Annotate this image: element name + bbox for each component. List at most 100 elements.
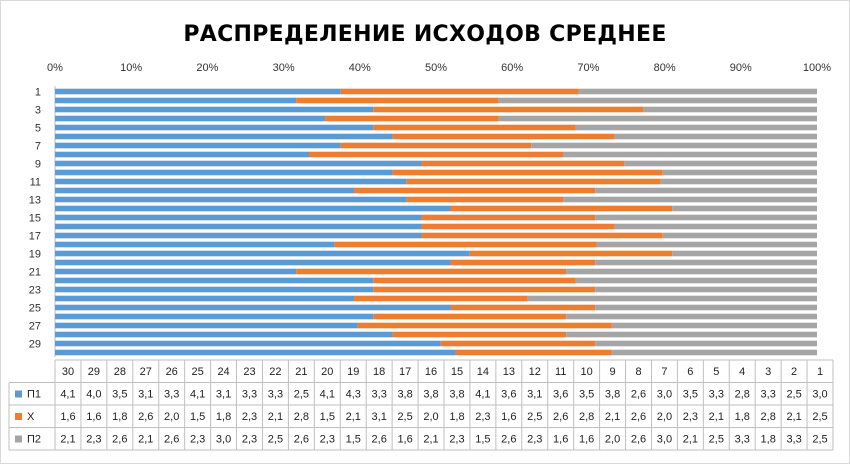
table-value-cell: 4,0 — [86, 389, 101, 401]
table-value-cell: 4,1 — [60, 389, 75, 401]
bar-segment-П1-16 — [55, 223, 422, 230]
table-value-cell: 4,1 — [320, 389, 335, 401]
bar-segment-П2-23 — [595, 286, 817, 293]
bar-segment-П1-21 — [55, 268, 297, 275]
bar-segment-П1-22 — [55, 277, 374, 284]
table-header-cell: 27 — [140, 366, 152, 378]
bar-segment-Х-22 — [373, 277, 576, 284]
bar-segment-П1-26 — [55, 313, 374, 320]
table-value-cell: 1,6 — [579, 434, 594, 446]
y-tick-label: 5 — [35, 123, 41, 135]
table-value-cell: 3,8 — [449, 389, 464, 401]
table-value-cell: 3,1 — [527, 389, 542, 401]
table-header-cell: 7 — [661, 366, 667, 378]
table-header-cell: 26 — [166, 366, 178, 378]
bar-segment-Х-13 — [406, 196, 563, 203]
table-value-cell: 2,3 — [320, 434, 335, 446]
x-tick-label: 0% — [47, 62, 63, 74]
table-value-cell: 2,6 — [501, 434, 516, 446]
bar-segment-П1-2 — [55, 97, 297, 104]
table-value-cell: 2,6 — [631, 434, 646, 446]
bar-segment-П1-4 — [55, 115, 326, 122]
table-value-cell: 4,3 — [346, 389, 361, 401]
table-value-cell: 2,6 — [631, 411, 646, 423]
y-tick-label: 15 — [29, 213, 41, 225]
y-tick-label: 13 — [29, 195, 41, 207]
table-value-cell: 1,8 — [449, 411, 464, 423]
bar-segment-Х-19 — [469, 250, 673, 257]
table-value-cell: 3,3 — [761, 389, 776, 401]
bar-segment-Х-21 — [296, 268, 567, 275]
bar-segment-П2-19 — [672, 250, 817, 257]
bar-segment-П2-17 — [662, 232, 817, 239]
table-value-cell: 3,5 — [683, 389, 698, 401]
table-value-cell: 3,6 — [553, 389, 568, 401]
legend-label: П1 — [27, 389, 41, 401]
table-value-cell: 2,8 — [761, 411, 776, 423]
bar-segment-П2-25 — [595, 304, 817, 311]
table-value-cell: 2,3 — [475, 411, 490, 423]
table-value-cell: 2,3 — [86, 434, 101, 446]
table-value-cell: 1,6 — [501, 411, 516, 423]
bar-segment-Х-2 — [296, 97, 499, 104]
table-header-cell: 25 — [192, 366, 204, 378]
bar-segment-П1-7 — [55, 142, 341, 149]
table-value-cell: 2,5 — [527, 411, 542, 423]
bar-segment-Х-5 — [373, 124, 576, 131]
bar-segment-П1-20 — [55, 259, 451, 266]
x-tick-label: 40% — [349, 62, 371, 74]
bar-segment-П2-24 — [527, 295, 817, 302]
bar-segment-П2-9 — [624, 160, 817, 167]
bar-segment-П1-8 — [55, 151, 309, 158]
bar-segment-П1-13 — [55, 196, 407, 203]
bar-segment-Х-20 — [450, 259, 596, 266]
table-value-cell: 2,5 — [812, 434, 827, 446]
table-header-cell: 9 — [610, 366, 616, 378]
table-header-cell: 19 — [347, 366, 359, 378]
table-header-cell: 29 — [88, 366, 100, 378]
table-value-cell: 2,5 — [709, 434, 724, 446]
table-header-cell: 16 — [425, 366, 437, 378]
y-tick-label: 7 — [35, 141, 41, 153]
bar-segment-Х-18 — [334, 241, 597, 248]
x-axis-top: 0% 10% 20% 30% 40% 50% 60% 70% 80% 90% 100% — [47, 62, 831, 74]
bar-segment-П2-3 — [643, 106, 817, 113]
bar-segment-П2-22 — [575, 277, 817, 284]
bar-segment-Х-7 — [340, 142, 532, 149]
table-header-cell: 30 — [62, 366, 74, 378]
bar-segment-П1-27 — [55, 322, 358, 329]
table-value-cell: 3,3 — [786, 434, 801, 446]
bar-segment-Х-16 — [421, 223, 615, 230]
table-value-cell: 3,8 — [423, 389, 438, 401]
table-header-cell: 21 — [295, 366, 307, 378]
table-value-cell: 2,6 — [138, 411, 153, 423]
bar-segment-П2-21 — [566, 268, 817, 275]
bar-segment-П1-6 — [55, 133, 393, 140]
table-value-cell: 2,8 — [294, 411, 309, 423]
table-header-cell: 20 — [321, 366, 333, 378]
legend-label: Х — [27, 411, 35, 423]
bar-segment-П1-28 — [55, 331, 393, 338]
bar-segment-П2-5 — [575, 124, 817, 131]
y-tick-label: 19 — [29, 249, 41, 261]
table-value-cell: 1,6 — [553, 434, 568, 446]
bar-segment-П1-11 — [55, 178, 407, 185]
table-header-cell: 14 — [477, 366, 489, 378]
bar-segment-П1-29 — [55, 340, 441, 347]
table-value-cell: 3,1 — [138, 389, 153, 401]
table-value-cell: 2,1 — [60, 434, 75, 446]
bar-segment-Х-17 — [421, 232, 663, 239]
bar-segment-П2-6 — [614, 133, 817, 140]
bar-segment-П2-18 — [596, 241, 817, 248]
legend-swatch — [15, 435, 22, 443]
table-value-cell: 2,0 — [605, 434, 620, 446]
table-value-cell: 2,5 — [786, 389, 801, 401]
bar-segment-Х-25 — [450, 304, 596, 311]
table-value-cell: 2,5 — [812, 411, 827, 423]
bar-segment-П1-23 — [55, 286, 374, 293]
x-tick-label: 60% — [501, 62, 523, 74]
bar-segment-П1-19 — [55, 250, 470, 257]
table-header-cell: 5 — [713, 366, 719, 378]
